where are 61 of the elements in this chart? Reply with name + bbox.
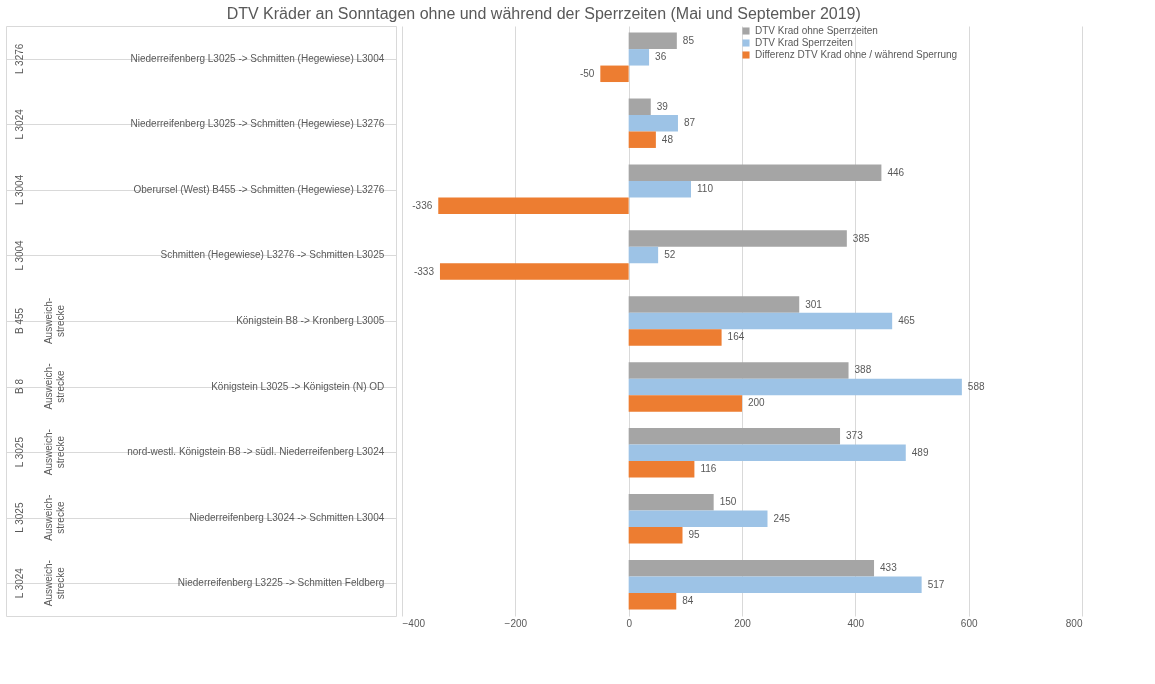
y-tick-label: Niederreifenberg L3024 -> Schmitten L3004: [189, 511, 385, 523]
data-label: 433: [880, 562, 898, 574]
y-tick-label: Königstein L3025 -> Königstein (N) OD: [211, 380, 385, 392]
text: L 3276: [13, 43, 25, 74]
text: B 8: [13, 378, 25, 395]
y-tick-label: Oberursel (West) B455 -> Schmitten (Hegewiese) L3276: [133, 183, 385, 195]
x-tick-label: 400: [847, 617, 865, 629]
chart-title: DTV Kräder an Sonntagen ohne und während der Sperrzeiten (Mai und September 2019): [226, 4, 861, 22]
text: L 3024: [13, 108, 25, 140]
data-label: 39: [656, 100, 669, 112]
text: L 3004: [13, 239, 25, 271]
text: Ausweich-strecke: [42, 363, 66, 410]
x-tick-label: −200: [504, 617, 528, 629]
x-tick-label: −400: [402, 617, 426, 629]
data-label: 150: [719, 496, 737, 508]
x-tick-label: 0: [626, 617, 633, 629]
text: Ausweich-strecke: [42, 494, 66, 541]
data-label: 373: [846, 430, 864, 442]
text: Ausweich-strecke: [42, 560, 66, 607]
x-tick-label: 200: [734, 617, 752, 629]
data-label: -336: [412, 199, 433, 211]
y-tick-label: Niederreifenberg L3225 -> Schmitten Feldberg: [177, 577, 385, 589]
text: B 455: [13, 307, 25, 335]
data-label: 301: [805, 298, 823, 310]
text: L 3004: [13, 174, 25, 205]
text: Ausweich-strecke: [42, 297, 66, 345]
data-label: -50: [579, 67, 595, 79]
data-label: 200: [748, 397, 766, 409]
data-label: 588: [967, 380, 985, 392]
text: L 3024: [13, 567, 25, 599]
text: L 3025: [13, 436, 25, 468]
data-label: 388: [854, 364, 872, 376]
data-label: 84: [682, 595, 694, 607]
x-tick-label: 600: [960, 617, 978, 629]
legend-label: DTV Krad Sperrzeiten: [755, 37, 853, 48]
data-label: 85: [682, 34, 695, 46]
y-tick-label: nord-westl. Königstein B8 -> südl. Niederreifenberg L3024: [127, 446, 385, 458]
legend-label: DTV Krad ohne Sperrzeiten: [755, 25, 878, 36]
data-label: 36: [655, 51, 667, 63]
data-label: -333: [413, 265, 435, 277]
y-tick-label: Schmitten (Hegewiese) L3276 -> Schmitten L3025: [160, 249, 385, 261]
data-label: 245: [773, 512, 791, 524]
data-label: 164: [727, 331, 745, 343]
data-label: 110: [697, 183, 714, 195]
data-label: 95: [688, 529, 701, 541]
text: L 3025: [13, 502, 25, 533]
data-label: 87: [683, 117, 696, 129]
x-tick-label: 800: [1065, 617, 1083, 629]
legend-label: Differenz DTV Krad ohne / während Sperrung: [755, 49, 958, 60]
data-label: 385: [852, 232, 870, 244]
data-label: 446: [887, 166, 905, 178]
data-label: 52: [664, 249, 676, 261]
y-tick-label: Niederreifenberg L3025 -> Schmitten (Hegewiese) L3004: [130, 52, 385, 64]
data-label: 517: [927, 578, 945, 590]
data-label: 48: [661, 133, 674, 145]
y-tick-label: Niederreifenberg L3025 -> Schmitten (Hegewiese) L3276: [130, 118, 385, 130]
y-tick-label: Königstein B8 -> Kronberg L3005: [236, 315, 385, 326]
data-label: 465: [898, 315, 916, 326]
data-label: 116: [700, 463, 717, 475]
text: Ausweich-strecke: [42, 429, 66, 476]
data-label: 489: [911, 446, 929, 458]
